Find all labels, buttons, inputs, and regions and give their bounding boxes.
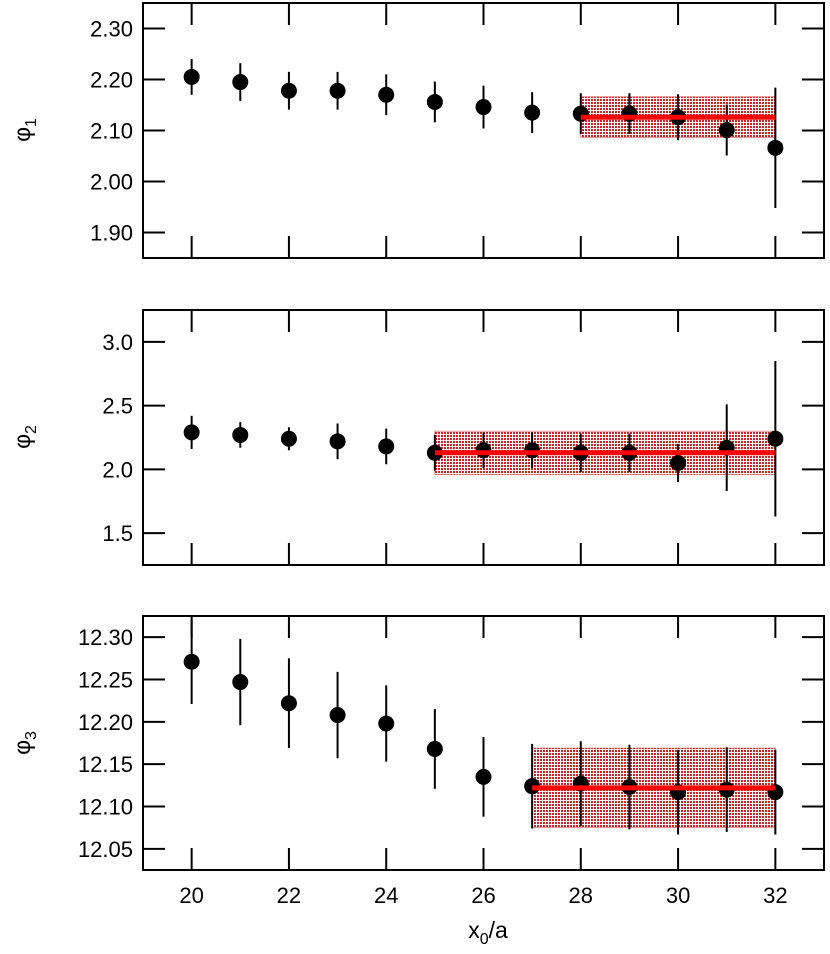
panel-3-y-label: φ3 [9,731,40,755]
panel-1-y-tick-label: 1.90 [90,221,133,246]
panel-2-data-point [183,424,200,441]
panel-3-x-tick-label: 20 [179,883,203,908]
panel-3-y-tick-label: 12.15 [78,752,133,777]
panel-3-data-point [183,653,200,670]
panel-3-x-tick-label: 30 [666,883,690,908]
panel-1-data-point [280,82,297,99]
panel-3-x-tick-label: 26 [471,883,495,908]
panel-3-data-point [329,707,346,724]
panel-1-data-point [475,99,492,116]
panel-3-y-tick-label: 12.30 [78,625,133,650]
panel-3-x-tick-label: 28 [569,883,593,908]
panel-2-y-label: φ2 [9,425,40,449]
panel-1-y-tick-label: 2.20 [90,68,133,93]
panel-1-data-point [378,86,395,103]
panel-2-data-point [475,442,492,459]
panel-3-x-tick-label: 22 [277,883,301,908]
panel-3-y-tick-label: 12.10 [78,795,133,820]
panel-2-y-tick-label: 1.5 [102,521,133,546]
panel-3-y-tick-label: 12.20 [78,710,133,735]
panel-3-data-point [280,695,297,712]
panel-3-data-point [475,768,492,785]
panel-2-data-point [280,430,297,447]
panel-1-data-point [767,139,784,156]
panel-1-data-point [183,68,200,85]
panel-2-data-point [767,430,784,447]
panel-3-x-tick-label: 24 [374,883,398,908]
panel-phi-3: φ3 x0/a 12.05 12.10 12.15 12.20 12.25 12.30 20… [9,615,825,948]
x-axis-label: x0/a [468,917,508,948]
panel-3-data-point [232,674,249,691]
panel-1-data-point [426,93,443,110]
panel-1-y-tick-label: 2.00 [90,170,133,195]
panel-phi-1: φ1 1.90 2.00 2.10 2.20 2.30 [9,2,825,259]
panel-3-x-tick-label: 32 [763,883,787,908]
panel-1-y-label: φ1 [9,118,40,142]
panel-2-data-point [232,426,249,443]
panel-2-data-point [524,442,541,459]
panel-1-data-point [718,121,735,138]
panel-1-data-point [232,74,249,91]
panel-2-y-tick-label: 3.0 [102,330,133,355]
panel-3-data-point [378,715,395,732]
panel-1-data-point [524,104,541,121]
panel-1-y-tick-label: 2.30 [90,17,133,42]
panel-3-y-tick-label: 12.05 [78,837,133,862]
panel-3-data-point [426,740,443,757]
panel-2-data-point [378,438,395,455]
panel-2-y-tick-label: 2.5 [102,394,133,419]
panel-2-y-tick-label: 2.0 [102,457,133,482]
panel-1-data-point [329,82,346,99]
panel-phi-2: φ2 1.5 2.0 2.5 3.0 [9,309,825,566]
panel-3-y-tick-label: 12.25 [78,668,133,693]
panel-2-data-point [670,455,687,471]
panel-2-data-point [329,433,346,450]
panel-1-y-tick-label: 2.10 [90,119,133,144]
